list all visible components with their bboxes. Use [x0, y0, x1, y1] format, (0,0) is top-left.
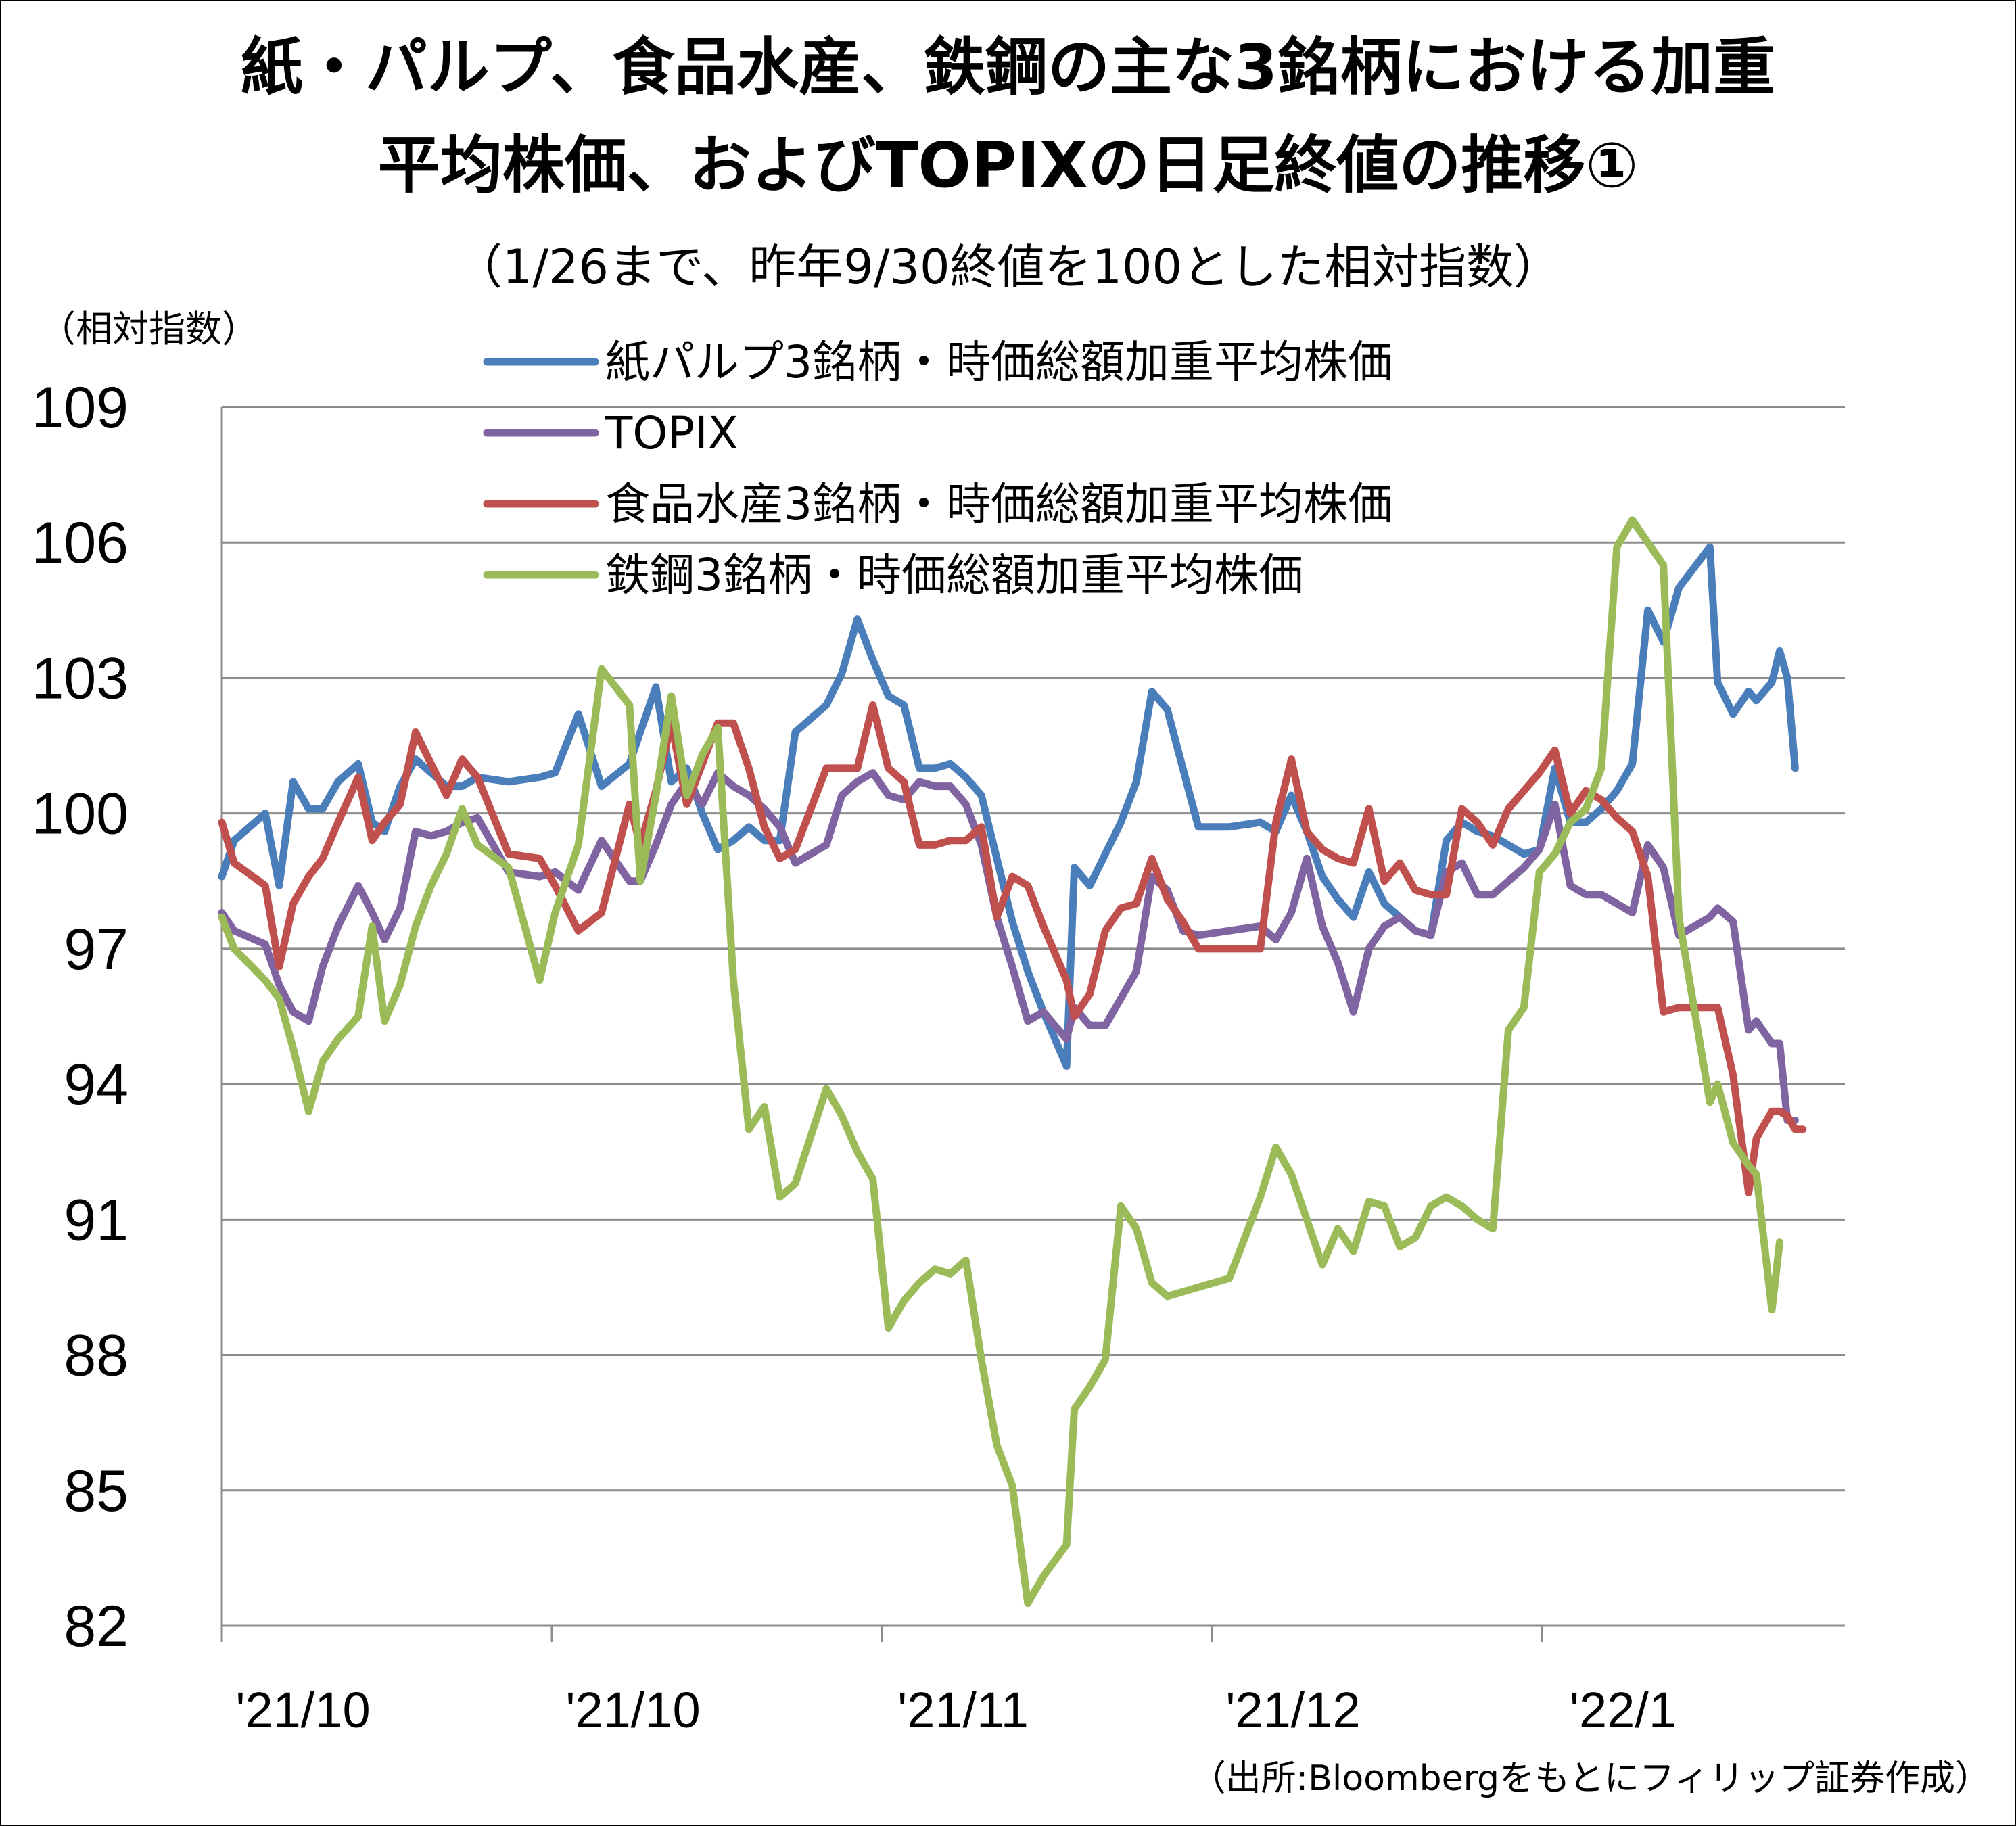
legend-label-4: 鉄鋼3銘柄・時価総額加重平均株価 — [605, 549, 1303, 601]
y-tick-label: 97 — [64, 917, 128, 982]
y-tick-label: 103 — [32, 646, 129, 711]
x-tick-label: '21/11 — [897, 1682, 1029, 1738]
legend-label-1: 紙パルプ3銘柄・時価総額加重平均株価 — [605, 336, 1392, 388]
series-line-2 — [218, 769, 1799, 1124]
chart-title-line1: 紙・パルプ、食品水産、鉄鋼の主な3銘柄における加重 — [240, 31, 1776, 103]
y-tick-label: 91 — [64, 1188, 128, 1253]
chart-subtitle: （1/26まで、昨年9/30終値を100とした相対指数） — [454, 239, 1562, 295]
y-tick-label: 82 — [64, 1594, 128, 1659]
series-line-1 — [218, 543, 1799, 1070]
y-tick-label: 106 — [32, 511, 129, 576]
y-tick-label: 94 — [64, 1052, 128, 1117]
y-tick-label: 109 — [32, 375, 129, 440]
series-line-4 — [218, 516, 1783, 1608]
series-line-3 — [218, 701, 1807, 1196]
chart-title-line2: 平均株価、およびTOPIXの日足終値の推移① — [377, 129, 1639, 202]
legend-label-2: TOPIX — [605, 407, 739, 459]
x-tick-label: '22/1 — [1570, 1682, 1677, 1738]
y-axis-label: （相対指数） — [39, 308, 258, 350]
x-tick-label: '21/12 — [1225, 1682, 1360, 1738]
x-tick-label: '21/10 — [235, 1682, 370, 1738]
y-tick-label: 88 — [64, 1324, 128, 1388]
y-tick-label: 85 — [64, 1459, 128, 1524]
legend-label-3: 食品水産3銘柄・時価総額加重平均株価 — [605, 478, 1392, 530]
source-note: （出所:Bloombergをもとにフィリップ証券作成） — [1190, 1758, 1990, 1799]
x-tick-label: '21/10 — [565, 1682, 700, 1738]
y-tick-label: 100 — [32, 782, 129, 847]
